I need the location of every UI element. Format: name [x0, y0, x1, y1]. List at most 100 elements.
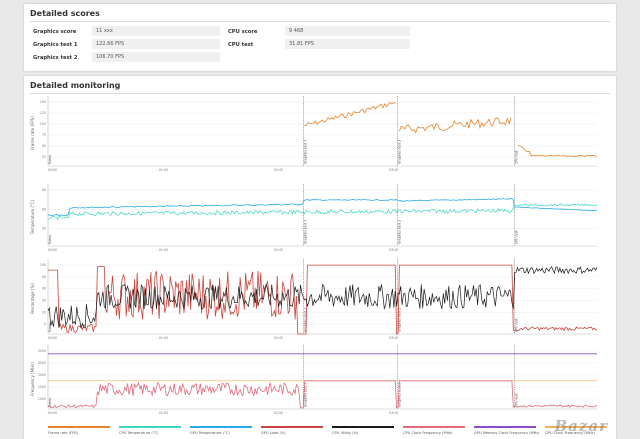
y-tick-label: 0 — [44, 322, 46, 326]
time-tick-label: 01:00 — [159, 168, 168, 172]
frame-rate-series — [304, 101, 598, 158]
detailed-scores-panel: Detailed scores Graphics score 11 xxx CP… — [24, 4, 616, 71]
time-tick-label: 03:00 — [389, 248, 398, 252]
time-tick-label: 02:00 — [274, 248, 283, 252]
legend-swatch — [474, 426, 536, 428]
test-marker-label: Graphics test 1 — [303, 308, 307, 332]
test-marker-label: Demo — [48, 154, 52, 164]
chart-panel-1: 150 125 100 75 50 25 Frame rate (FPS) 00:00 01:0… — [30, 96, 597, 172]
test-marker-label: Graphics test 1 — [303, 140, 307, 164]
y-tick-label: 2000 — [38, 385, 46, 389]
y-tick-label: 100 — [40, 122, 46, 126]
legend-label: GPU Clock Frequency (MHz) — [545, 431, 595, 435]
legend-swatch — [190, 426, 252, 428]
test-marker-label: Graphics test 1 — [303, 383, 307, 407]
legend-swatch — [332, 426, 394, 428]
gpu-load-series — [48, 264, 598, 335]
cpu-score-label: CPU score — [228, 29, 258, 35]
time-tick-label: 03:00 — [389, 168, 398, 172]
test-marker-label: CPU test — [515, 230, 519, 244]
y-tick-label: 4000 — [38, 361, 46, 365]
y-tick-label: 40 — [42, 299, 46, 303]
y-tick-label: 3000 — [38, 373, 46, 377]
legend-item[interactable]: GPU Clock Frequency (MHz) — [545, 426, 609, 435]
y-axis-label: Frame rate (FPS) — [30, 116, 35, 150]
y-tick-label: 60 — [42, 207, 46, 211]
y-tick-label: 80 — [42, 188, 46, 192]
test-marker-label: Demo — [48, 322, 52, 332]
graphics-test-2-label: Graphics test 2 — [33, 55, 78, 61]
cpu-score-value: 9 468 — [285, 26, 410, 36]
legend-item[interactable]: CPU Clock Frequency (MHz) — [403, 426, 467, 435]
time-tick-label: 01:00 — [159, 336, 168, 340]
legend-label: GPU Memory Clock Frequency (MHz) — [474, 431, 540, 435]
test-marker-label: CPU test — [515, 150, 519, 164]
y-tick-label: 150 — [40, 100, 46, 104]
y-axis-label: Frequency (MHz) — [30, 362, 35, 396]
gpu-temperature-series — [47, 198, 598, 217]
watermark-logo: Bazar — [554, 417, 608, 435]
cpu-test-label: CPU test — [228, 42, 254, 48]
test-marker-label: Demo — [48, 397, 52, 407]
test-marker-label: CPU test — [515, 318, 519, 332]
y-axis-label: Temperature (°C) — [30, 199, 35, 235]
test-marker-label: Graphics test 2 — [398, 140, 402, 164]
y-tick-label: 5000 — [38, 349, 46, 353]
y-tick-label: 1000 — [38, 397, 46, 401]
detailed-scores-title: Detailed scores — [30, 9, 100, 18]
time-tick-label: 01:00 — [159, 248, 168, 252]
y-tick-label: 100 — [40, 263, 46, 267]
y-tick-label: 125 — [40, 111, 46, 115]
divider — [30, 93, 610, 94]
test-marker-label: Graphics test 2 — [398, 383, 402, 407]
test-marker-label: CPU test — [515, 393, 519, 407]
legend-label: CPU Temperature (°C) — [119, 431, 159, 435]
time-tick-label: 03:00 — [389, 336, 398, 340]
graphics-test-1-value: 122.66 FPS — [92, 39, 220, 49]
legend-item[interactable]: GPU Temperature (°C) — [190, 426, 254, 435]
legend-swatch — [403, 426, 465, 428]
legend-item[interactable]: CPU Temperature (°C) — [119, 426, 183, 435]
legend-label: GPU Temperature (°C) — [190, 431, 230, 435]
legend-item[interactable]: GPU Memory Clock Frequency (MHz) — [474, 426, 540, 435]
time-tick-label: 03:00 — [389, 411, 398, 415]
time-tick-label: 01:00 — [159, 411, 168, 415]
y-tick-label: 25 — [42, 155, 46, 159]
cpu-test-value: 31.81 FPS — [285, 39, 410, 49]
legend-swatch — [545, 426, 607, 428]
time-tick-label: 00:00 — [48, 411, 57, 415]
y-tick-label: 20 — [42, 310, 46, 314]
legend-swatch — [48, 426, 110, 428]
cpu-clock-series — [47, 380, 598, 409]
graphics-test-2-value: 106.70 FPS — [92, 52, 220, 62]
legend-label: Frame rate (FPS) — [48, 431, 79, 435]
divider — [30, 21, 610, 22]
test-marker-label: Graphics test 2 — [398, 308, 402, 332]
legend-item[interactable]: CPU Utility (%) — [332, 426, 396, 435]
cpu-utility-series — [47, 266, 598, 329]
y-tick-label: 50 — [42, 144, 46, 148]
graphics-score-label: Graphics score — [33, 29, 77, 35]
time-tick-label: 00:00 — [48, 336, 57, 340]
y-tick-label: 60 — [42, 287, 46, 291]
test-marker-label: Demo — [48, 234, 52, 244]
chart-panel-2: 80 60 40 Temperature (°C) 00:00 01:00 02:00 03:… — [30, 184, 597, 252]
legend-item[interactable]: GPU Load (%) — [261, 426, 325, 435]
monitoring-charts: 150 125 100 75 50 25 Frame rate (FPS) 00:00 01:0… — [30, 96, 598, 415]
time-tick-label: 02:00 — [274, 168, 283, 172]
legend-swatch — [119, 426, 181, 428]
y-tick-label: 40 — [42, 227, 46, 231]
legend-swatch — [261, 426, 323, 428]
test-marker-label: Graphics test 2 — [398, 220, 402, 244]
legend-label: GPU Load (%) — [261, 431, 286, 435]
detailed-monitoring-panel: Detailed monitoring 150 125 100 75 50 25 Frame… — [24, 76, 616, 439]
test-marker-label: Graphics test 1 — [303, 220, 307, 244]
detailed-monitoring-title: Detailed monitoring — [30, 81, 121, 90]
y-tick-label: 75 — [42, 133, 46, 137]
legend-label: CPU Utility (%) — [332, 431, 359, 435]
time-tick-label: 00:00 — [48, 248, 57, 252]
y-axis-label: Percentage (%) — [30, 283, 35, 314]
legend-item[interactable]: Frame rate (FPS) — [48, 426, 112, 435]
legend-label: CPU Clock Frequency (MHz) — [403, 431, 453, 435]
